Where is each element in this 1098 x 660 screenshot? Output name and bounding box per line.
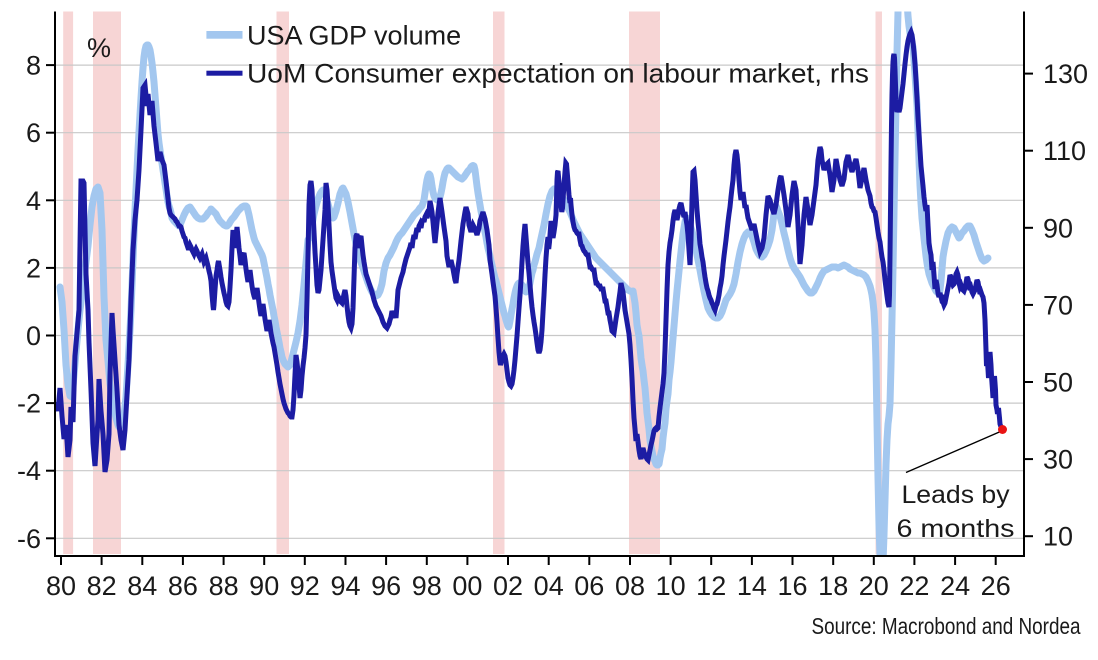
svg-text:14: 14 <box>737 571 767 601</box>
svg-text:6 months: 6 months <box>897 515 1015 543</box>
svg-text:10: 10 <box>656 571 686 601</box>
svg-text:USA GDP volume: USA GDP volume <box>247 21 461 51</box>
svg-text:4: 4 <box>26 186 41 216</box>
svg-text:82: 82 <box>87 571 117 601</box>
svg-text:80: 80 <box>46 571 76 601</box>
svg-text:94: 94 <box>330 571 360 601</box>
svg-text:Leads by: Leads by <box>902 481 1011 509</box>
svg-text:%: % <box>87 33 111 63</box>
svg-text:26: 26 <box>981 571 1011 601</box>
svg-text:24: 24 <box>940 571 970 601</box>
svg-text:130: 130 <box>1043 59 1088 89</box>
svg-text:12: 12 <box>696 571 726 601</box>
svg-text:90: 90 <box>1043 213 1073 243</box>
svg-text:-4: -4 <box>17 456 41 486</box>
svg-text:0: 0 <box>26 321 41 351</box>
svg-text:10: 10 <box>1043 522 1073 552</box>
svg-text:96: 96 <box>371 571 401 601</box>
svg-text:22: 22 <box>899 571 929 601</box>
svg-text:8: 8 <box>26 51 41 81</box>
svg-text:-2: -2 <box>17 389 41 419</box>
svg-text:70: 70 <box>1043 290 1073 320</box>
svg-text:90: 90 <box>249 571 279 601</box>
svg-text:86: 86 <box>168 571 198 601</box>
svg-text:110: 110 <box>1043 136 1086 166</box>
svg-text:02: 02 <box>493 571 523 601</box>
svg-text:92: 92 <box>290 571 320 601</box>
svg-text:84: 84 <box>127 571 157 601</box>
svg-text:30: 30 <box>1043 445 1073 475</box>
svg-text:-6: -6 <box>17 524 41 554</box>
svg-text:2: 2 <box>26 253 41 283</box>
svg-text:98: 98 <box>412 571 442 601</box>
svg-text:06: 06 <box>574 571 604 601</box>
svg-text:04: 04 <box>534 571 564 601</box>
svg-text:00: 00 <box>452 571 482 601</box>
svg-text:50: 50 <box>1043 368 1073 398</box>
svg-text:88: 88 <box>209 571 239 601</box>
svg-text:16: 16 <box>777 571 807 601</box>
svg-text:6: 6 <box>26 118 41 148</box>
svg-text:UoM Consumer expectation on la: UoM Consumer expectation on labour marke… <box>247 59 869 89</box>
svg-text:08: 08 <box>615 571 645 601</box>
svg-text:18: 18 <box>818 571 848 601</box>
svg-text:20: 20 <box>859 571 889 601</box>
svg-text:Source: Macrobond and Nordea: Source: Macrobond and Nordea <box>812 613 1081 639</box>
